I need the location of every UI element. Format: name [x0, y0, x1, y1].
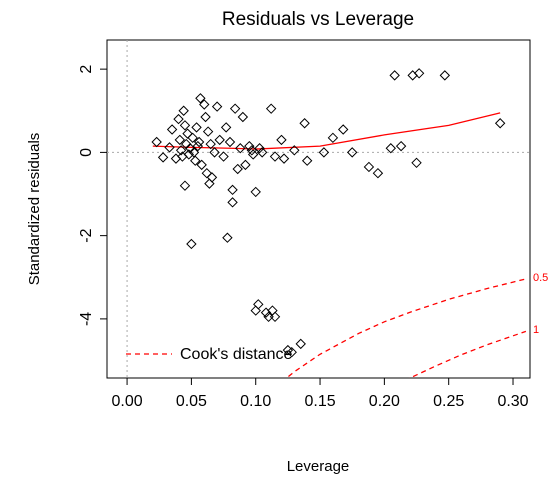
point [411, 157, 422, 169]
x-tick-label: 0.15 [304, 393, 335, 410]
point [204, 178, 215, 189]
point [299, 118, 310, 129]
point [202, 126, 214, 137]
point [220, 122, 232, 133]
point [182, 128, 193, 139]
y-tick-label: -2 [78, 228, 95, 242]
point [250, 305, 261, 316]
y-tick-label: 2 [78, 65, 95, 74]
point [224, 136, 236, 148]
point [385, 143, 397, 154]
point [301, 155, 313, 166]
point [439, 70, 451, 81]
point [227, 184, 238, 196]
point [289, 145, 300, 156]
smooth-line [152, 112, 501, 150]
point [494, 118, 506, 129]
point [363, 161, 375, 173]
point [191, 122, 202, 133]
point [164, 142, 175, 153]
point [278, 153, 290, 164]
plot-area [107, 40, 530, 378]
point [269, 151, 281, 162]
point [276, 134, 287, 146]
x-tick-label: 0.05 [176, 393, 207, 410]
point [254, 143, 265, 154]
point [346, 147, 358, 158]
point [389, 70, 400, 81]
point [173, 113, 184, 125]
x-axis-label: Leverage [287, 458, 350, 475]
point [218, 151, 229, 162]
point [286, 346, 297, 358]
point [179, 180, 191, 191]
point [190, 155, 201, 166]
point [206, 172, 218, 183]
cooks-curve [285, 278, 527, 378]
point [337, 124, 349, 135]
plot-frame [106, 39, 531, 379]
x-tick-label: 0.20 [369, 393, 400, 410]
point [295, 338, 306, 350]
point [237, 111, 249, 123]
point [199, 99, 210, 110]
point [175, 145, 187, 156]
point [151, 136, 162, 148]
point [201, 167, 213, 179]
point [211, 101, 223, 112]
point [227, 197, 238, 208]
legend-label: Cook's distance [180, 346, 293, 363]
point [318, 147, 330, 158]
point [195, 93, 206, 104]
point [269, 311, 281, 323]
point [253, 299, 264, 310]
point [200, 111, 211, 123]
point [222, 232, 233, 243]
point [196, 159, 207, 171]
point [240, 159, 251, 171]
point [174, 134, 186, 146]
point [256, 147, 268, 158]
point [205, 138, 216, 150]
point [247, 149, 259, 160]
point [372, 167, 384, 179]
x-tick-label: 0.30 [497, 393, 528, 410]
point [209, 147, 220, 158]
point [232, 163, 243, 175]
point [186, 238, 197, 250]
point [179, 120, 191, 131]
cooks-label: 0.5 [533, 272, 548, 284]
point [229, 103, 241, 114]
cooks-label: 1 [533, 324, 539, 336]
point [395, 140, 407, 152]
point [214, 134, 225, 146]
point [166, 124, 178, 135]
x-tick-label: 0.10 [240, 393, 271, 410]
y-axis-label: Standardized residuals [26, 133, 43, 286]
x-tick-label: 0.00 [111, 393, 142, 410]
point [250, 186, 261, 198]
y-tick-label: 0 [78, 148, 95, 157]
y-tick-label: -4 [78, 312, 95, 326]
point [327, 132, 339, 144]
point [265, 103, 277, 114]
point [413, 68, 425, 79]
point [157, 152, 169, 163]
x-tick-label: 0.25 [433, 393, 464, 410]
point [187, 132, 198, 144]
point [193, 136, 205, 148]
chart-title: Residuals vs Leverage [222, 9, 414, 30]
cooks-curve [408, 330, 527, 378]
point [244, 140, 255, 152]
point [246, 145, 258, 156]
point [178, 105, 189, 116]
point [235, 143, 246, 154]
point [183, 149, 195, 160]
